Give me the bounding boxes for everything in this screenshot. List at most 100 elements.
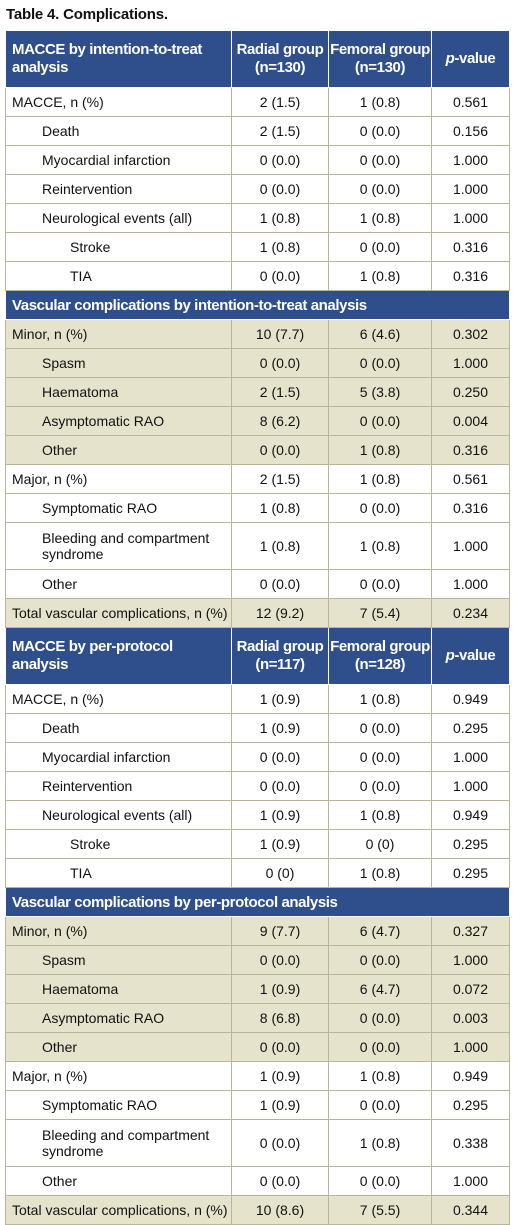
p-value: 1.000 [431, 945, 510, 975]
femoral-value: 7 (5.4) [328, 598, 432, 628]
femoral-value: 0 (0.0) [328, 348, 432, 378]
table-row: Total vascular complications, n (%) 10 (8… [5, 1195, 510, 1225]
section-row-itt-vascular: Vascular complications by intention-to-t… [5, 290, 510, 320]
femoral-value: 0 (0.0) [328, 493, 432, 523]
table-row: Bleeding and compartment syndrome 0 (0.0)… [5, 1119, 510, 1167]
femoral-value: 1 (0.8) [328, 522, 432, 570]
header-femoral-title: Femoral group [330, 638, 430, 655]
radial-value: 0 (0.0) [231, 435, 329, 465]
femoral-value: 1 (0.8) [328, 261, 432, 291]
row-label: Asymptomatic RAO [5, 1003, 232, 1033]
p-value: 1.000 [431, 348, 510, 378]
table-row: Spasm 0 (0.0) 0 (0.0) 1.000 [5, 348, 510, 378]
table-row: Minor, n (%) 9 (7.7) 6 (4.7) 0.327 [5, 916, 510, 946]
row-label: Minor, n (%) [5, 916, 232, 946]
header-p-italic: p [445, 647, 455, 664]
table-body: MACCE by intention-to-treat analysis Rad… [5, 30, 510, 88]
femoral-value: 6 (4.6) [328, 319, 432, 349]
radial-value: 8 (6.2) [231, 406, 329, 436]
p-value: 0.316 [431, 232, 510, 262]
p-value: 0.949 [431, 684, 510, 714]
femoral-value: 0 (0.0) [328, 116, 432, 146]
table-row: Neurological events (all) 1 (0.8) 1 (0.8) 1… [5, 203, 510, 233]
row-label: Stroke [5, 829, 232, 859]
header-p-italic: p [445, 50, 455, 67]
femoral-value: 1 (0.8) [328, 87, 432, 117]
row-label: Total vascular complications, n (%) [5, 598, 232, 628]
row-label: Major, n (%) [5, 1061, 232, 1091]
p-value: 0.234 [431, 598, 510, 628]
row-label: Symptomatic RAO [5, 1090, 232, 1120]
table-row: Myocardial infarction 0 (0.0) 0 (0.0) 1.000 [5, 742, 510, 772]
radial-value: 1 (0.8) [231, 203, 329, 233]
femoral-value: 0 (0.0) [328, 1166, 432, 1196]
p-value: 1.000 [431, 742, 510, 772]
pp-macce-section: MACCE, n (%) 1 (0.9) 1 (0.8) 0.949 Death 1 (0… [5, 684, 510, 888]
radial-value: 1 (0.9) [231, 713, 329, 743]
radial-value: 0 (0) [231, 858, 329, 888]
row-label: Other [5, 569, 232, 599]
radial-value: 0 (0.0) [231, 1166, 329, 1196]
radial-value: 10 (7.7) [231, 319, 329, 349]
row-label: Total vascular complications, n (%) [5, 1195, 232, 1225]
femoral-value: 0 (0.0) [328, 232, 432, 262]
header-radial-title: Radial group [236, 638, 324, 655]
table-row: Bleeding and compartment syndrome 1 (0.8)… [5, 522, 510, 570]
radial-value: 1 (0.9) [231, 974, 329, 1004]
row-label: Reintervention [5, 174, 232, 204]
p-value: 0.949 [431, 1061, 510, 1091]
row-label: Spasm [5, 348, 232, 378]
header-label-itt: MACCE by intention-to-treat analysis [5, 30, 232, 88]
table-row: Spasm 0 (0.0) 0 (0.0) 1.000 [5, 945, 510, 975]
femoral-value: 1 (0.8) [328, 800, 432, 830]
p-value: 0.316 [431, 435, 510, 465]
table-row: Total vascular complications, n (%) 12 (9… [5, 598, 510, 628]
header-pvalue-itt: p-value [431, 30, 510, 88]
table-row: Other 0 (0.0) 0 (0.0) 1.000 [5, 1166, 510, 1196]
header-pvalue-pp: p-value [431, 627, 510, 685]
row-label: Myocardial infarction [5, 742, 232, 772]
row-label: TIA [5, 858, 232, 888]
header-radial-n: (n=130) [254, 59, 306, 76]
table-row: Death 1 (0.9) 0 (0.0) 0.295 [5, 713, 510, 743]
p-value: 1.000 [431, 1166, 510, 1196]
femoral-value: 0 (0) [328, 829, 432, 859]
row-label: Myocardial infarction [5, 145, 232, 175]
p-value: 1.000 [431, 174, 510, 204]
radial-value: 0 (0.0) [231, 1032, 329, 1062]
header-row-pp: MACCE by per-protocol analysis Radial gr… [5, 627, 510, 685]
p-value: 0.295 [431, 858, 510, 888]
femoral-value: 1 (0.8) [328, 684, 432, 714]
radial-value: 0 (0.0) [231, 569, 329, 599]
femoral-value: 1 (0.8) [328, 203, 432, 233]
p-value: 0.072 [431, 974, 510, 1004]
radial-value: 9 (7.7) [231, 916, 329, 946]
femoral-value: 1 (0.8) [328, 1061, 432, 1091]
table-row: Stroke 1 (0.9) 0 (0) 0.295 [5, 829, 510, 859]
header-femoral-n: (n=130) [354, 59, 406, 76]
itt-macce-section: MACCE, n (%) 2 (1.5) 1 (0.8) 0.561 Death 2 (1… [5, 87, 510, 291]
header-radial-pp: Radial group (n=117) [231, 627, 329, 685]
header-femoral-itt: Femoral group (n=130) [328, 30, 432, 88]
table-row: Reintervention 0 (0.0) 0 (0.0) 1.000 [5, 771, 510, 801]
radial-value: 1 (0.8) [231, 232, 329, 262]
row-label: MACCE, n (%) [5, 87, 232, 117]
pp-vascular-title-section: Vascular complications by per-protocol a… [5, 887, 510, 917]
header-femoral-pp: Femoral group (n=128) [328, 627, 432, 685]
p-value: 1.000 [431, 1032, 510, 1062]
row-label: Asymptomatic RAO [5, 406, 232, 436]
radial-value: 0 (0.0) [231, 261, 329, 291]
femoral-value: 1 (0.8) [328, 435, 432, 465]
header-radial-n: (n=117) [255, 656, 305, 673]
row-label: Haematoma [5, 974, 232, 1004]
row-label: Stroke [5, 232, 232, 262]
p-value: 1.000 [431, 771, 510, 801]
radial-value: 0 (0.0) [231, 145, 329, 175]
femoral-value: 0 (0.0) [328, 1032, 432, 1062]
row-label: Other [5, 1166, 232, 1196]
radial-value: 0 (0.0) [231, 771, 329, 801]
p-value: 0.004 [431, 406, 510, 436]
radial-value: 0 (0.0) [231, 174, 329, 204]
radial-value: 1 (0.9) [231, 684, 329, 714]
